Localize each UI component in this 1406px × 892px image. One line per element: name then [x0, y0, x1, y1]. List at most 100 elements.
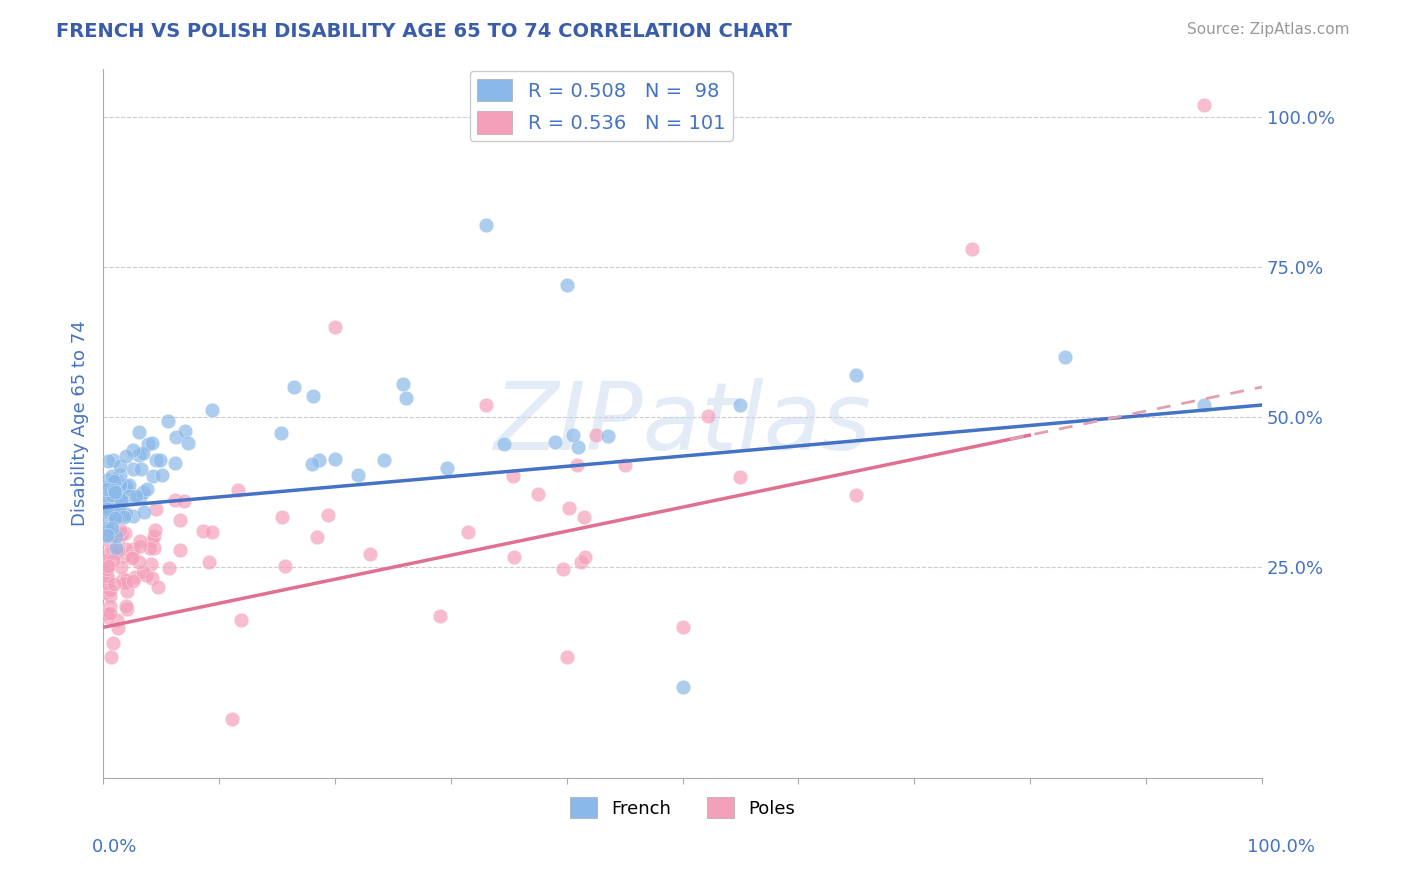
- Point: [115, 507, 138, 521]
- Point: [567, 440, 589, 454]
- Point: [173, 425, 195, 439]
- Point: [96, 501, 118, 516]
- Point: [323, 319, 346, 334]
- Point: [231, 613, 253, 627]
- Point: [145, 501, 167, 516]
- Point: [274, 558, 297, 573]
- Point: [1192, 97, 1215, 112]
- Point: [114, 450, 136, 464]
- Point: [141, 571, 163, 585]
- Point: [108, 477, 131, 491]
- Point: [103, 453, 125, 467]
- Point: [150, 468, 173, 483]
- Point: [111, 526, 134, 541]
- Point: [100, 527, 122, 541]
- Point: [128, 555, 150, 569]
- Point: [108, 524, 131, 538]
- Point: [110, 493, 132, 508]
- Point: [173, 494, 195, 508]
- Point: [198, 555, 221, 569]
- Point: [96, 559, 118, 574]
- Point: [359, 548, 381, 562]
- Point: [96, 521, 118, 535]
- Point: [474, 398, 496, 412]
- Point: [429, 609, 451, 624]
- Point: [191, 524, 214, 538]
- Point: [97, 559, 120, 574]
- Point: [96, 473, 118, 487]
- Point: [565, 458, 588, 472]
- Point: [110, 491, 132, 506]
- Point: [141, 436, 163, 450]
- Point: [97, 610, 120, 624]
- Point: [201, 525, 224, 540]
- Point: [316, 508, 339, 522]
- Point: [845, 488, 868, 502]
- Point: [122, 461, 145, 475]
- Point: [169, 513, 191, 527]
- Point: [502, 549, 524, 564]
- Point: [104, 484, 127, 499]
- Point: [271, 509, 294, 524]
- Point: [104, 541, 127, 556]
- Point: [96, 500, 118, 514]
- Point: [96, 491, 118, 506]
- Point: [97, 523, 120, 537]
- Point: [177, 435, 200, 450]
- Point: [574, 550, 596, 565]
- Point: [108, 481, 131, 495]
- Point: [598, 429, 620, 443]
- Point: [101, 475, 124, 489]
- Point: [101, 529, 124, 543]
- Point: [121, 443, 143, 458]
- Point: [1192, 398, 1215, 412]
- Point: [98, 599, 121, 613]
- Point: [502, 469, 524, 483]
- Legend: French, Poles: French, Poles: [562, 790, 803, 825]
- Point: [301, 457, 323, 471]
- Point: [114, 526, 136, 541]
- Point: [305, 530, 328, 544]
- Point: [221, 712, 243, 726]
- Point: [96, 554, 118, 568]
- Point: [103, 576, 125, 591]
- Point: [97, 478, 120, 492]
- Point: [121, 549, 143, 563]
- Point: [671, 681, 693, 695]
- Point: [103, 497, 125, 511]
- Point: [115, 599, 138, 613]
- Point: [228, 483, 250, 498]
- Point: [100, 488, 122, 502]
- Point: [128, 425, 150, 440]
- Point: [128, 490, 150, 504]
- Point: [105, 529, 128, 543]
- Point: [143, 523, 166, 537]
- Point: [96, 514, 118, 528]
- Point: [96, 502, 118, 516]
- Point: [118, 478, 141, 492]
- Point: [96, 561, 118, 575]
- Point: [121, 574, 143, 588]
- Point: [671, 620, 693, 634]
- Point: [100, 650, 122, 665]
- Point: [544, 435, 567, 450]
- Point: [107, 621, 129, 635]
- Text: ZIPatlas: ZIPatlas: [494, 377, 872, 468]
- Point: [373, 453, 395, 467]
- Point: [104, 510, 127, 524]
- Point: [163, 493, 186, 508]
- Point: [111, 572, 134, 586]
- Point: [100, 521, 122, 535]
- Point: [96, 575, 118, 590]
- Point: [103, 542, 125, 557]
- Point: [98, 583, 121, 598]
- Point: [125, 489, 148, 503]
- Point: [107, 543, 129, 558]
- Point: [132, 485, 155, 500]
- Point: [139, 557, 162, 571]
- Point: [97, 547, 120, 561]
- Point: [201, 403, 224, 417]
- Point: [96, 482, 118, 496]
- Text: 0.0%: 0.0%: [91, 838, 136, 856]
- Point: [128, 539, 150, 553]
